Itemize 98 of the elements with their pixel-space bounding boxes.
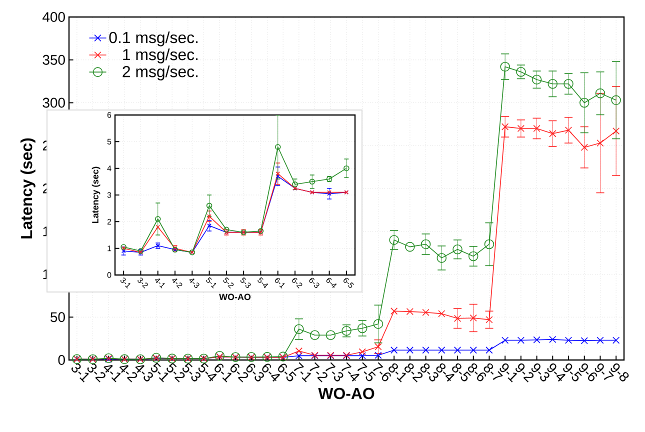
x-axis-title: WO-AO	[219, 294, 251, 300]
point	[486, 316, 493, 324]
point	[596, 139, 604, 147]
x-tick-label: 7-4	[341, 362, 360, 382]
point	[564, 126, 572, 134]
y-tick-label: 400	[42, 12, 65, 22]
point	[549, 336, 556, 343]
point	[502, 336, 509, 344]
point	[438, 310, 446, 318]
point	[454, 314, 462, 322]
point	[470, 346, 477, 354]
point	[454, 346, 462, 354]
y-tick-label: 350	[42, 54, 65, 65]
point	[295, 352, 303, 360]
x-tick-label: 6-1	[214, 364, 232, 382]
x-tick-label: 4-3	[135, 365, 153, 382]
x-tick-label: 5-4	[198, 362, 217, 382]
point	[486, 346, 493, 354]
point	[224, 226, 230, 233]
x-tick-label: 6-2	[230, 364, 248, 382]
point	[564, 79, 574, 89]
point	[438, 346, 446, 354]
point	[533, 336, 540, 344]
x-tick-label: 4-2	[119, 365, 138, 382]
point	[207, 224, 212, 228]
y-axis-title: Latency (sec)	[92, 166, 100, 224]
point	[595, 88, 606, 98]
x-tick-label: 8-2	[404, 363, 423, 382]
y-tick-label: 50	[50, 312, 65, 322]
point	[436, 253, 447, 263]
point	[580, 337, 588, 344]
point	[292, 181, 298, 188]
x-tick-label: 5-2	[166, 362, 185, 382]
point	[357, 323, 368, 334]
point	[405, 242, 415, 252]
x-tick-label: 7-2	[310, 362, 328, 382]
point	[500, 62, 510, 72]
y-tick-label: 300	[42, 98, 65, 108]
x-tick-label: 6-3	[246, 364, 264, 382]
x-tick-label: 3-2	[87, 363, 106, 382]
x-tick-label: 7-1	[294, 362, 312, 382]
x-tick-label: 5-3	[182, 362, 201, 382]
point	[406, 308, 414, 316]
point	[452, 244, 462, 254]
point	[406, 346, 414, 354]
point	[502, 123, 509, 130]
point	[309, 178, 316, 185]
point	[422, 346, 430, 354]
y-tick-label: 0	[58, 355, 65, 365]
point	[484, 239, 494, 250]
point	[611, 95, 621, 106]
point	[389, 235, 399, 245]
x-tick-label: 3-1	[71, 363, 89, 382]
point	[374, 343, 382, 350]
point	[533, 124, 540, 132]
point	[422, 308, 430, 316]
point	[374, 352, 382, 359]
x-tick-label: 6-5	[278, 364, 296, 382]
point	[516, 66, 526, 77]
x-tick-label: 8-3	[420, 363, 438, 382]
point	[358, 348, 366, 356]
point	[468, 251, 478, 262]
point	[358, 352, 366, 360]
point	[517, 336, 525, 344]
legend-label: 1 msg/sec.	[123, 48, 198, 64]
point	[532, 74, 542, 84]
point	[548, 79, 558, 89]
point	[390, 308, 398, 315]
point	[579, 98, 590, 108]
point	[390, 346, 398, 354]
x-tick-label: 9-4	[547, 363, 566, 382]
point	[326, 330, 336, 340]
point	[470, 314, 477, 322]
x-axis-title: WO-AO	[318, 388, 374, 400]
point	[549, 130, 556, 138]
point	[156, 224, 160, 230]
x-tick-label: 4-1	[104, 365, 121, 382]
point	[612, 127, 620, 135]
point	[373, 319, 384, 329]
legend-label: 2 msg/sec.	[122, 66, 198, 80]
x-tick-label: 9-3	[531, 363, 550, 382]
x-tick-label: 8-4	[436, 363, 455, 382]
point	[294, 324, 304, 334]
x-tick-label: 6-4	[262, 364, 280, 382]
point	[310, 330, 320, 340]
point	[596, 336, 604, 344]
x-tick-label: 5-1	[150, 362, 168, 382]
point	[580, 144, 588, 151]
x-tick-label: 9-2	[516, 363, 534, 382]
point	[420, 239, 431, 250]
legend-label: 0.1 msg/sec.	[109, 31, 198, 46]
x-tick-label: 8-1	[388, 363, 406, 382]
point	[295, 347, 303, 355]
y-axis-title: Latency (sec)	[20, 138, 36, 238]
x-tick-label: 7-3	[326, 362, 344, 382]
point	[564, 336, 572, 344]
point	[517, 124, 525, 132]
point	[612, 336, 620, 344]
